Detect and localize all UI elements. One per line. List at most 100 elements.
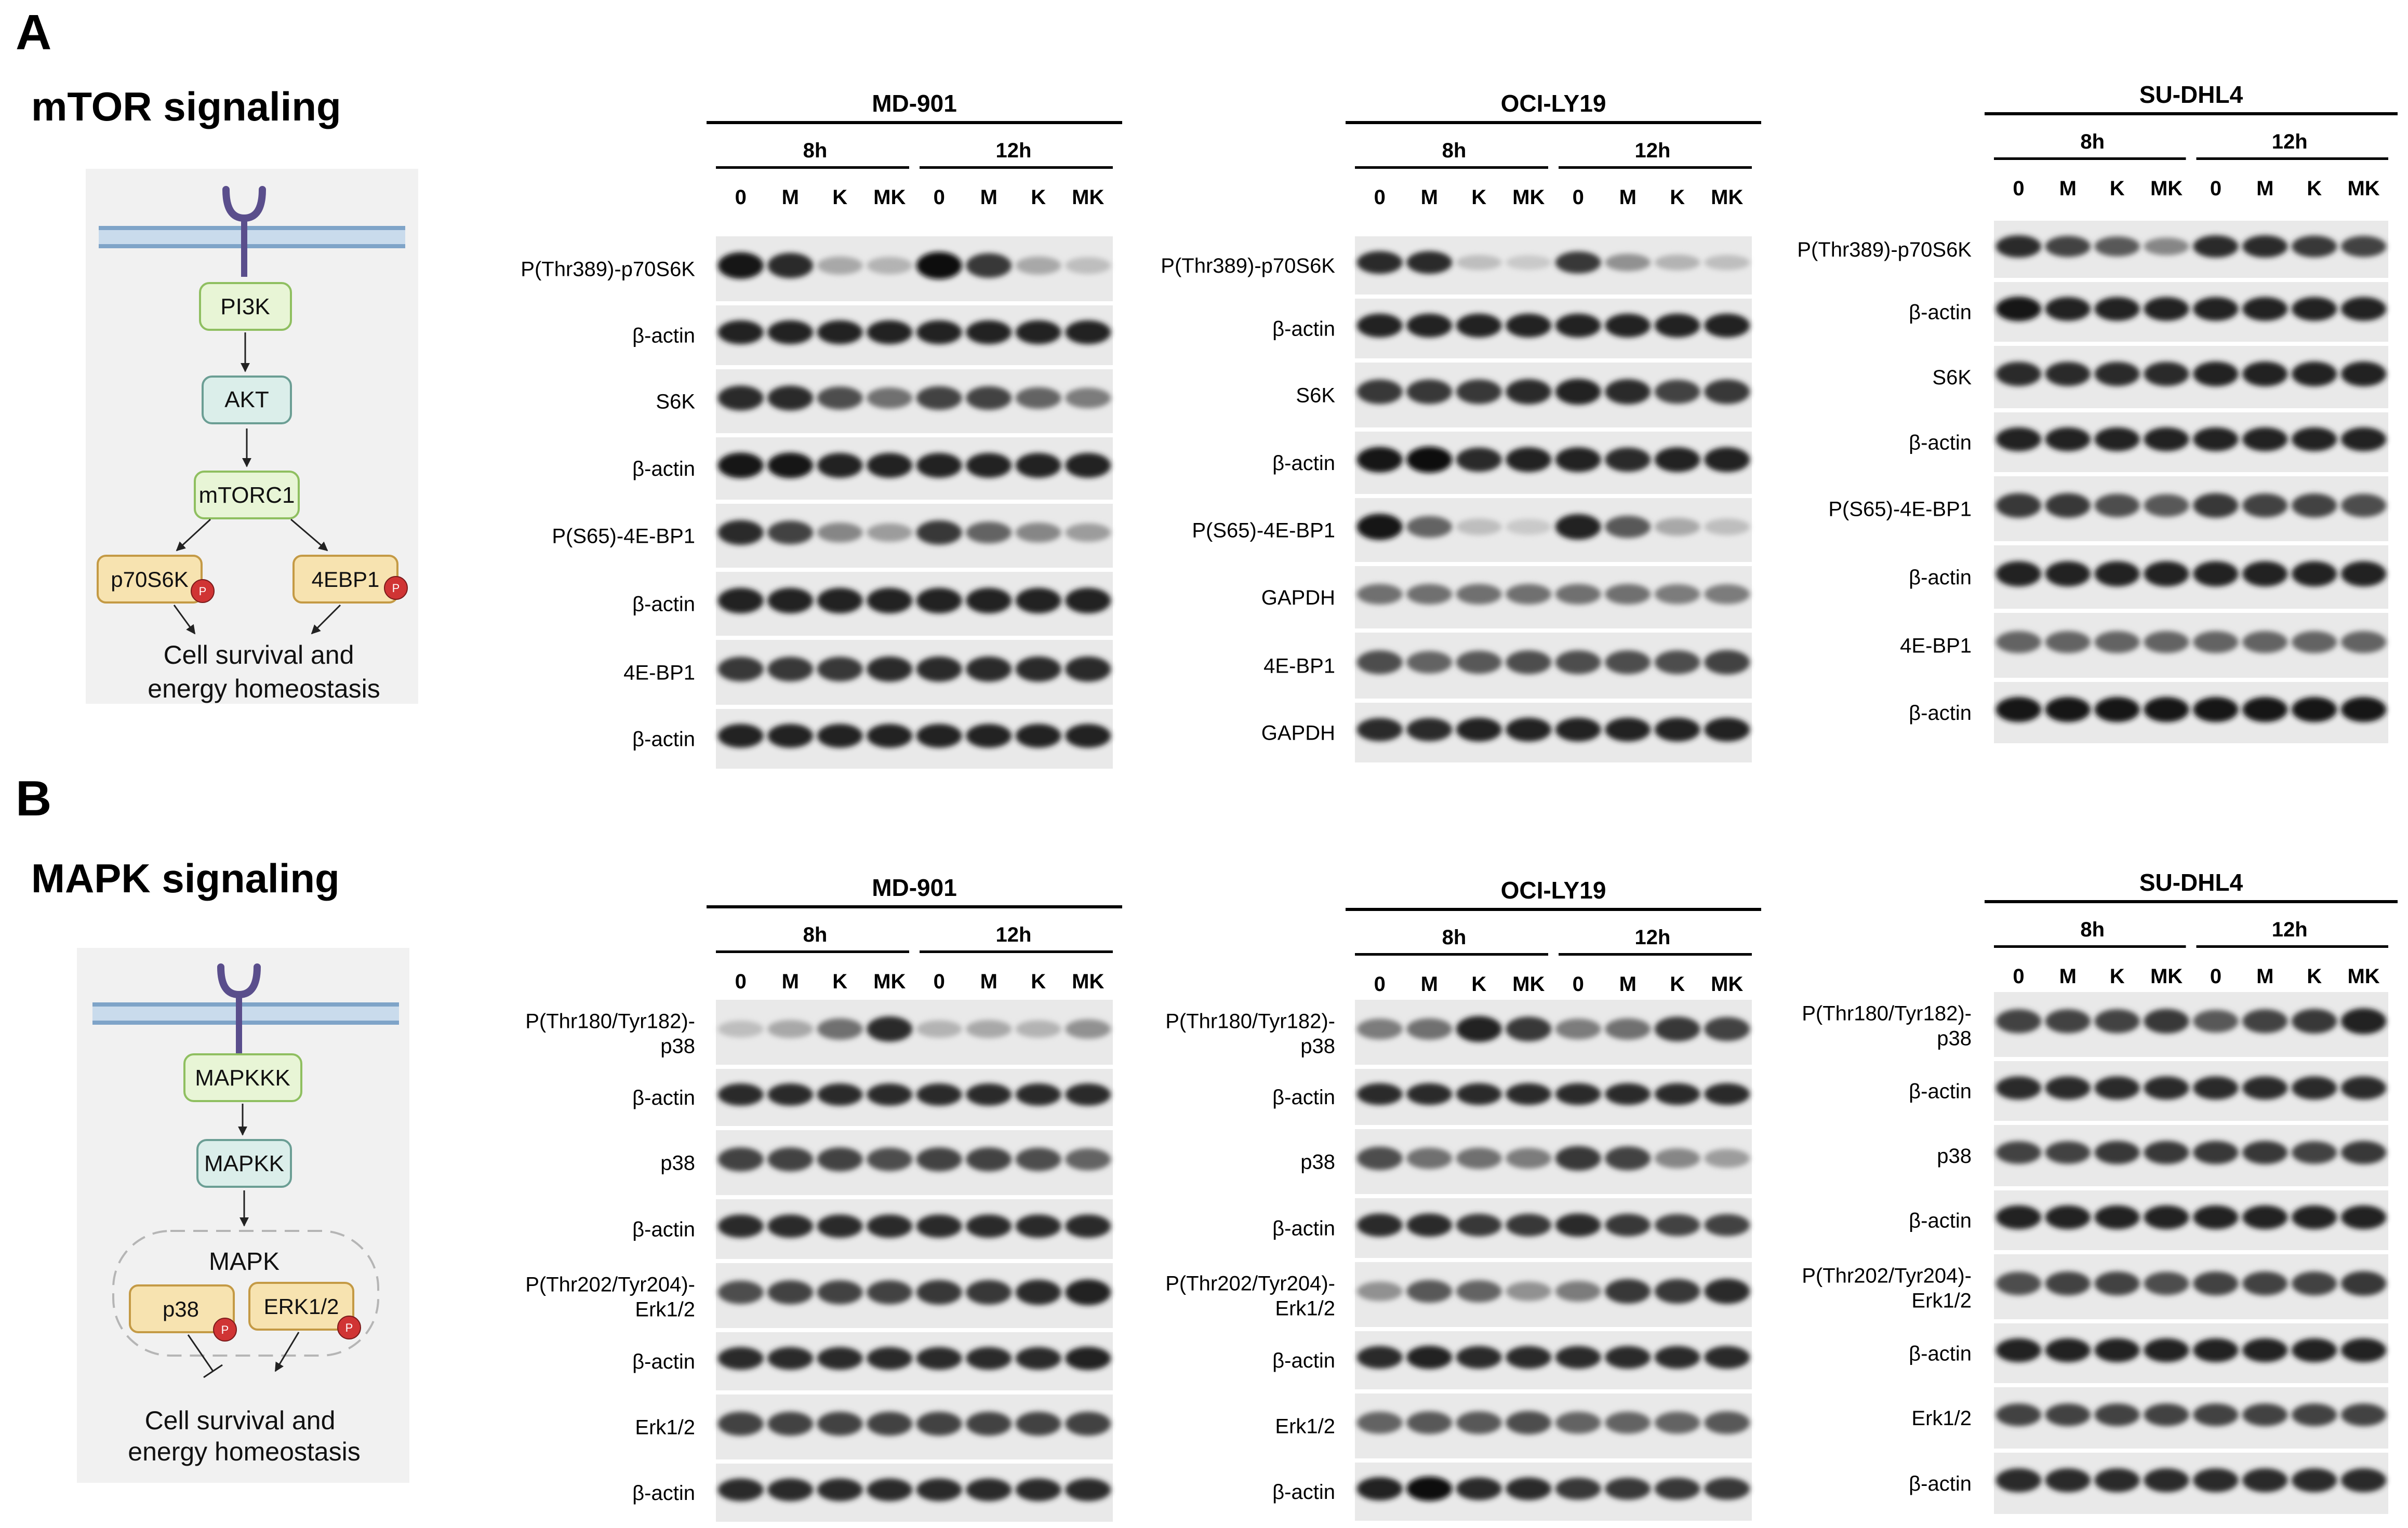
band — [2094, 361, 2140, 386]
band — [817, 453, 863, 478]
protein-label: β-actin — [1909, 702, 1972, 725]
mtorc1-label: mTORC1 — [199, 482, 295, 508]
band — [1605, 447, 1651, 472]
lane-label: K — [2307, 177, 2322, 200]
lane-label: 0 — [2013, 965, 2024, 988]
lane-label: K — [2110, 177, 2125, 200]
blot-row: P(Thr180/Tyr182)-p38 — [525, 1000, 1113, 1065]
time-bracket — [716, 950, 909, 953]
protein-label: β-actin — [1909, 301, 1972, 324]
band — [1356, 313, 1403, 338]
band — [1015, 656, 1061, 682]
band — [1654, 447, 1700, 472]
band — [1356, 1477, 1403, 1500]
outcome-line-1: Cell survival and — [145, 1406, 336, 1435]
band — [1555, 313, 1601, 338]
band — [2045, 427, 2091, 451]
band — [1065, 656, 1111, 682]
band — [916, 1083, 962, 1106]
cell-membrane — [99, 226, 405, 248]
band — [1605, 515, 1651, 538]
band — [1995, 1141, 2042, 1164]
band — [1605, 1346, 1651, 1369]
band — [1995, 1205, 2042, 1229]
band — [916, 1020, 962, 1038]
blot-row: GAPDH — [1261, 703, 1752, 762]
band — [1995, 235, 2042, 258]
band — [1406, 379, 1453, 404]
band — [2193, 696, 2239, 722]
cell-line-bracket — [1985, 112, 2398, 115]
band — [966, 723, 1012, 748]
blot-row: P(S65)-4E-BP1 — [1828, 476, 2388, 541]
band — [817, 522, 863, 543]
pathway-background — [86, 169, 418, 704]
band — [1356, 1146, 1403, 1170]
mapk-group-label: MAPK — [209, 1248, 280, 1276]
band — [2340, 1141, 2387, 1164]
band — [1654, 380, 1700, 404]
band — [1506, 584, 1552, 605]
blot-row: β-actin — [1909, 545, 2388, 609]
protein-label: β-actin — [1272, 1086, 1335, 1109]
band — [1704, 1478, 1750, 1500]
band — [2144, 1076, 2189, 1100]
band — [2144, 297, 2189, 321]
band — [2340, 427, 2387, 451]
band — [2144, 427, 2189, 451]
blot-row: β-actin — [1272, 1463, 1752, 1521]
protein-label: P(Thr202/Tyr204)- — [525, 1274, 695, 1296]
panel-b-letter: B — [16, 771, 51, 826]
cell-line-bracket — [1346, 908, 1761, 911]
lane-label: K — [2307, 965, 2322, 988]
band — [2193, 361, 2239, 386]
band — [2292, 1076, 2337, 1100]
band — [1605, 379, 1651, 405]
band — [1015, 1412, 1061, 1436]
band — [966, 521, 1012, 544]
band — [767, 1347, 814, 1370]
band — [867, 453, 913, 478]
band — [2340, 236, 2387, 257]
protein-label: Erk1/2 — [635, 1298, 695, 1321]
lane-label: K — [832, 970, 847, 993]
band — [867, 387, 913, 409]
band — [767, 1147, 814, 1172]
blot-row: 4E-BP1 — [1263, 633, 1752, 699]
blot-row: P(Thr389)-p70S6K — [1161, 236, 1752, 294]
lane-label: 0 — [1573, 186, 1584, 209]
band — [1456, 1147, 1502, 1169]
band — [717, 520, 764, 545]
band — [1356, 1083, 1403, 1105]
band — [1704, 313, 1750, 338]
band — [2193, 235, 2239, 258]
band — [2242, 1009, 2288, 1034]
band — [867, 320, 913, 344]
time-bracket — [2196, 157, 2388, 160]
band — [1605, 650, 1651, 675]
band — [1456, 584, 1502, 605]
protein-label: β-actin — [1272, 1481, 1335, 1504]
band — [867, 1412, 913, 1436]
band — [916, 1214, 962, 1238]
pathway-background — [77, 948, 409, 1483]
band — [2340, 1468, 2387, 1493]
band — [1555, 379, 1601, 405]
protein-label: β-actin — [632, 593, 695, 616]
blot-row: Erk1/2 — [1275, 1393, 1752, 1458]
band — [1555, 1083, 1601, 1105]
panel-a-letter: A — [16, 5, 51, 60]
band — [2292, 1271, 2337, 1296]
lane-label: 0 — [2210, 965, 2221, 988]
band — [1654, 1214, 1700, 1237]
lane-label: 0 — [1573, 973, 1584, 996]
band — [817, 1018, 863, 1040]
band — [2094, 1141, 2140, 1164]
protein-label: β-actin — [1272, 1349, 1335, 1372]
band — [867, 1083, 913, 1106]
mtorc1-node — [194, 471, 300, 519]
protein-label: β-actin — [632, 1482, 695, 1505]
band — [2292, 1205, 2337, 1229]
protein-label: 4E-BP1 — [1263, 655, 1335, 678]
